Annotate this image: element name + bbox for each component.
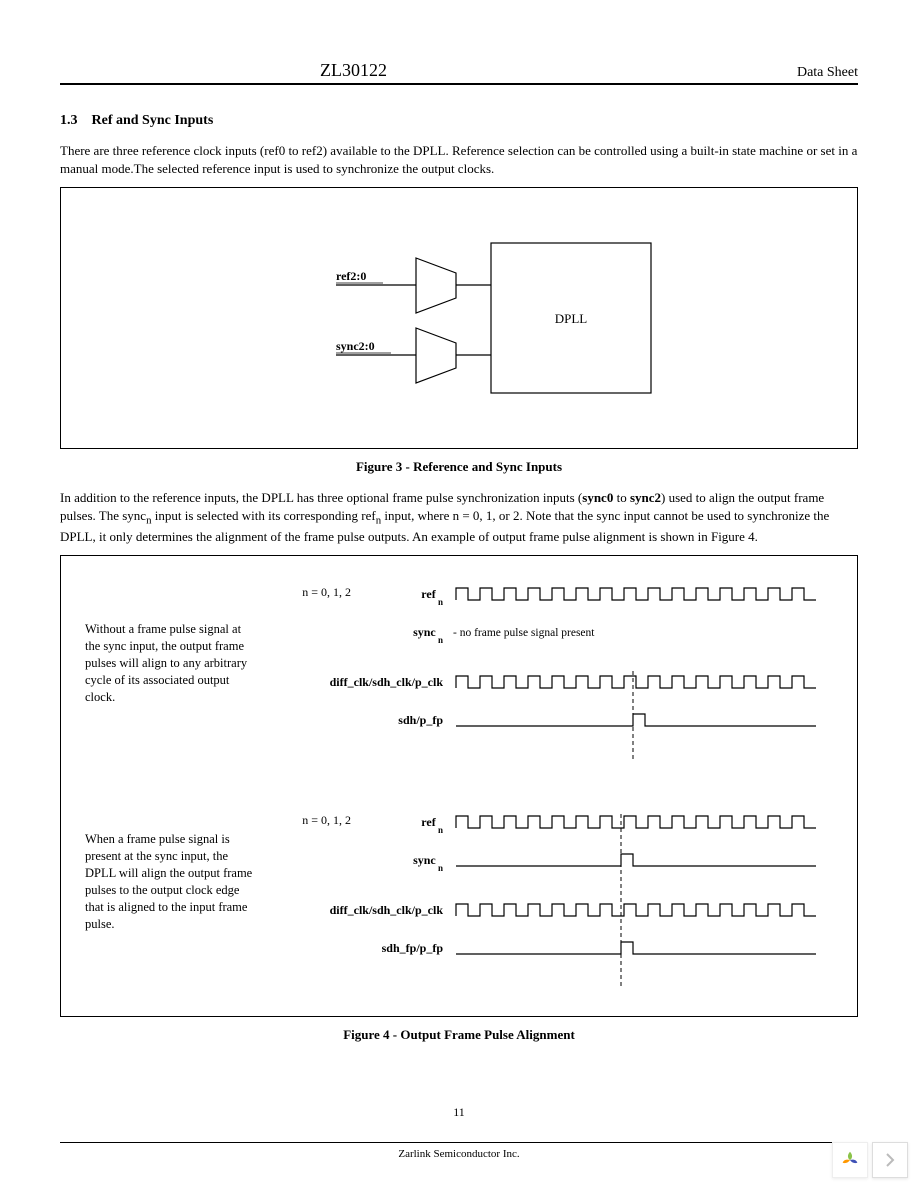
sync-input-label: sync2:0: [336, 339, 375, 353]
page-footer: 11 Zarlink Semiconductor Inc.: [60, 1142, 858, 1160]
figure-3-svg: DPLL ref2:0 sync2:0: [61, 188, 857, 448]
fig4-side-text-2: When a frame pulse signal is present at …: [85, 831, 255, 932]
sdhfp-label-top: sdh/p_fp: [398, 713, 443, 727]
doc-title: ZL30122: [320, 60, 387, 81]
sync-label-bottom: sync n: [413, 853, 443, 873]
page-number: 11: [60, 1105, 858, 1120]
mux-sync-icon: [416, 328, 456, 383]
diffclk-label-top: diff_clk/sdh_clk/p_clk: [330, 675, 444, 689]
ref-label-top: ref n: [421, 587, 443, 607]
n-label-top: n = 0, 1, 2: [302, 585, 351, 599]
fig4-side-text-1: Without a frame pulse signal at the sync…: [85, 621, 255, 705]
dpll-label: DPLL: [555, 311, 588, 326]
footer-company: Zarlink Semiconductor Inc.: [398, 1148, 519, 1160]
section-title: Ref and Sync Inputs: [92, 113, 214, 128]
ref-input-label: ref2:0: [336, 269, 366, 283]
sync-label-top: sync n: [413, 625, 443, 645]
paragraph-1: There are three reference clock inputs (…: [60, 142, 858, 177]
figure-4-caption: Figure 4 - Output Frame Pulse Alignment: [60, 1027, 858, 1043]
next-page-button[interactable]: [872, 1142, 908, 1178]
diffclk-label-bottom: diff_clk/sdh_clk/p_clk: [330, 903, 444, 917]
figure-4-box: Without a frame pulse signal at the sync…: [60, 555, 858, 1017]
section-heading: 1.3 Ref and Sync Inputs: [60, 113, 858, 129]
chevron-right-icon: [885, 1153, 895, 1167]
viewer-logo-icon: [832, 1142, 868, 1178]
p2-c: to: [613, 490, 630, 505]
ref-label-bottom: ref n: [421, 815, 443, 835]
p2-b: sync0: [582, 490, 613, 505]
paragraph-2: In addition to the reference inputs, the…: [60, 489, 858, 545]
figure-3-caption: Figure 3 - Reference and Sync Inputs: [60, 459, 858, 475]
sdhfp-label-bottom: sdh_fp/p_fp: [382, 941, 444, 955]
no-signal-note: - no frame pulse signal present: [453, 627, 595, 639]
n-label-bottom: n = 0, 1, 2: [302, 813, 351, 827]
page-header: ZL30122 Data Sheet: [60, 60, 858, 85]
figure-3-box: DPLL ref2:0 sync2:0: [60, 187, 858, 449]
mux-ref-icon: [416, 258, 456, 313]
p2-a: In addition to the reference inputs, the…: [60, 490, 582, 505]
doc-type: Data Sheet: [797, 65, 858, 81]
p2-f: input is selected with its corresponding…: [151, 508, 375, 523]
p2-d: sync2: [630, 490, 661, 505]
section-number: 1.3: [60, 113, 78, 128]
